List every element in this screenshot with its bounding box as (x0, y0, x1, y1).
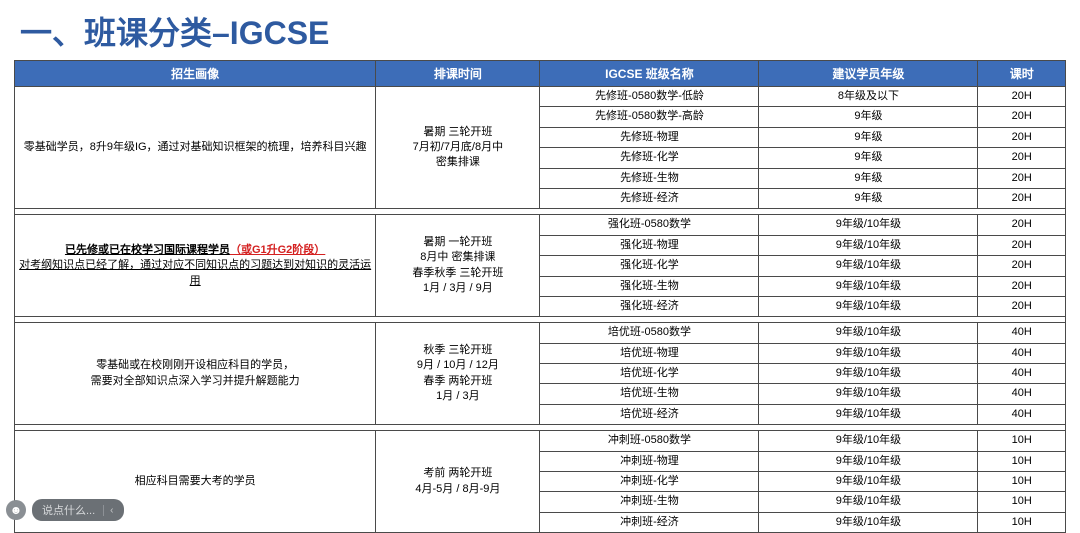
col-grade: 建议学员年级 (759, 61, 978, 87)
cell-profile: 零基础学员，8升9年级IG，通过对基础知识框架的梳理，培养科目兴趣 (15, 87, 376, 209)
cell-class-name: 强化班-化学 (540, 256, 759, 276)
cell-hours: 10H (978, 492, 1066, 512)
cell-class-name: 强化班-0580数学 (540, 215, 759, 235)
cell-class-name: 先修班-物理 (540, 127, 759, 147)
cell-grade: 9年级 (759, 107, 978, 127)
cell-class-name: 先修班-0580数学-高龄 (540, 107, 759, 127)
cell-hours: 10H (978, 431, 1066, 451)
cell-grade: 9年级/10年级 (759, 512, 978, 532)
table-row: 零基础学员，8升9年级IG，通过对基础知识框架的梳理，培养科目兴趣暑期 三轮开班… (15, 87, 1066, 107)
cell-grade: 9年级/10年级 (759, 404, 978, 424)
cell-schedule: 暑期 三轮开班7月初/7月底/8月中密集排课 (376, 87, 540, 209)
chat-avatar-icon[interactable]: ☻ (6, 500, 26, 520)
table-header-row: 招生画像 排课时间 IGCSE 班级名称 建议学员年级 课时 (15, 61, 1066, 87)
cell-hours: 40H (978, 404, 1066, 424)
table-container: 招生画像 排课时间 IGCSE 班级名称 建议学员年级 课时 零基础学员，8升9… (0, 60, 1080, 533)
cell-hours: 20H (978, 87, 1066, 107)
cell-class-name: 培优班-物理 (540, 343, 759, 363)
cell-class-name: 冲刺班-化学 (540, 472, 759, 492)
cell-class-name: 冲刺班-生物 (540, 492, 759, 512)
cell-grade: 9年级 (759, 188, 978, 208)
cell-class-name: 培优班-经济 (540, 404, 759, 424)
cell-schedule: 暑期 一轮开班8月中 密集排课春季秋季 三轮开班1月 / 3月 / 9月 (376, 215, 540, 317)
cell-class-name: 先修班-生物 (540, 168, 759, 188)
cell-grade: 8年级及以下 (759, 87, 978, 107)
cell-grade: 9年级 (759, 127, 978, 147)
page-title: 一、班课分类–IGCSE (0, 0, 1080, 60)
profile-line2: 对考纲知识点已经了解，通过对应不同知识点的习题达到对知识的灵活运用 (19, 259, 371, 286)
table-row: 已先修或已在校学习国际课程学员（或G1升G2阶段）对考纲知识点已经了解，通过对应… (15, 215, 1066, 235)
cell-hours: 20H (978, 127, 1066, 147)
cell-grade: 9年级/10年级 (759, 451, 978, 471)
cell-hours: 40H (978, 343, 1066, 363)
cell-hours: 20H (978, 148, 1066, 168)
cell-class-name: 强化班-生物 (540, 276, 759, 296)
profile-highlight: 已先修或已在校学习国际课程学员 (65, 244, 230, 256)
cell-hours: 40H (978, 384, 1066, 404)
cell-schedule: 考前 两轮开班4月-5月 / 8月-9月 (376, 431, 540, 533)
cell-hours: 20H (978, 276, 1066, 296)
col-class-name: IGCSE 班级名称 (540, 61, 759, 87)
profile-highlight-red: （或G1升G2阶段） (230, 244, 325, 256)
cell-class-name: 培优班-生物 (540, 384, 759, 404)
cell-hours: 40H (978, 364, 1066, 384)
cell-grade: 9年级/10年级 (759, 343, 978, 363)
cell-grade: 9年级/10年级 (759, 492, 978, 512)
cell-hours: 10H (978, 451, 1066, 471)
cell-class-name: 先修班-化学 (540, 148, 759, 168)
cell-hours: 20H (978, 296, 1066, 316)
cell-grade: 9年级/10年级 (759, 384, 978, 404)
cell-class-name: 强化班-物理 (540, 235, 759, 255)
cell-class-name: 冲刺班-经济 (540, 512, 759, 532)
cell-hours: 40H (978, 323, 1066, 343)
cell-profile: 零基础或在校刚刚开设相应科目的学员，需要对全部知识点深入学习并提升解题能力 (15, 323, 376, 425)
cell-grade: 9年级/10年级 (759, 323, 978, 343)
cell-class-name: 先修班-经济 (540, 188, 759, 208)
cell-grade: 9年级/10年级 (759, 276, 978, 296)
cell-grade: 9年级/10年级 (759, 296, 978, 316)
cell-hours: 20H (978, 215, 1066, 235)
col-hours: 课时 (978, 61, 1066, 87)
chat-bar: ☻ 说点什么... ‹ (6, 499, 124, 521)
chat-collapse-chevron-icon[interactable]: ‹ (103, 505, 113, 516)
col-schedule: 排课时间 (376, 61, 540, 87)
cell-hours: 10H (978, 512, 1066, 532)
cell-schedule: 秋季 三轮开班9月 / 10月 / 12月春季 两轮开班1月 / 3月 (376, 323, 540, 425)
cell-hours: 20H (978, 256, 1066, 276)
cell-class-name: 强化班-经济 (540, 296, 759, 316)
cell-class-name: 先修班-0580数学-低龄 (540, 87, 759, 107)
cell-grade: 9年级/10年级 (759, 472, 978, 492)
cell-grade: 9年级 (759, 168, 978, 188)
cell-hours: 20H (978, 168, 1066, 188)
chat-placeholder: 说点什么... (42, 502, 95, 518)
cell-grade: 9年级/10年级 (759, 215, 978, 235)
cell-hours: 10H (978, 472, 1066, 492)
cell-class-name: 冲刺班-物理 (540, 451, 759, 471)
course-table: 招生画像 排课时间 IGCSE 班级名称 建议学员年级 课时 零基础学员，8升9… (14, 60, 1066, 533)
chat-input[interactable]: 说点什么... ‹ (32, 499, 124, 521)
cell-class-name: 冲刺班-0580数学 (540, 431, 759, 451)
cell-grade: 9年级/10年级 (759, 235, 978, 255)
cell-class-name: 培优班-0580数学 (540, 323, 759, 343)
cell-grade: 9年级/10年级 (759, 256, 978, 276)
cell-grade: 9年级/10年级 (759, 364, 978, 384)
cell-hours: 20H (978, 235, 1066, 255)
cell-grade: 9年级/10年级 (759, 431, 978, 451)
cell-class-name: 培优班-化学 (540, 364, 759, 384)
cell-hours: 20H (978, 188, 1066, 208)
cell-hours: 20H (978, 107, 1066, 127)
cell-profile: 已先修或已在校学习国际课程学员（或G1升G2阶段） 对考纲知识点已经了解，通过对应… (15, 215, 376, 317)
col-profile: 招生画像 (15, 61, 376, 87)
cell-grade: 9年级 (759, 148, 978, 168)
table-row: 零基础或在校刚刚开设相应科目的学员，需要对全部知识点深入学习并提升解题能力秋季 … (15, 323, 1066, 343)
table-row: 相应科目需要大考的学员考前 两轮开班4月-5月 / 8月-9月冲刺班-0580数… (15, 431, 1066, 451)
